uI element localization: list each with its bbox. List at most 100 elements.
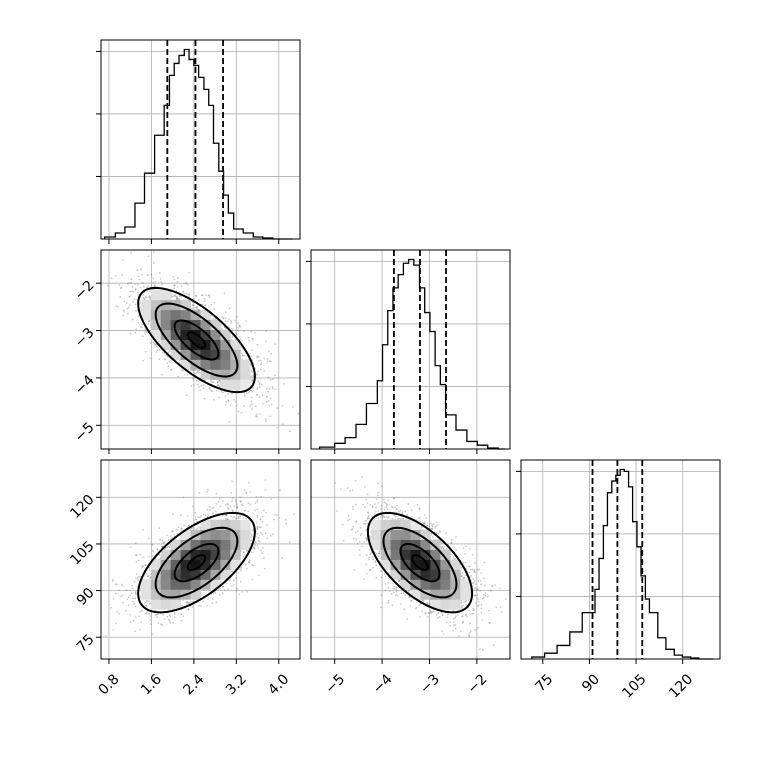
scatter-point (239, 336, 241, 338)
scatter-point (191, 304, 194, 307)
scatter-point (250, 396, 253, 399)
scatter-point (177, 375, 179, 378)
scatter-point (127, 282, 129, 285)
scatter-point (192, 376, 194, 379)
scatter-point (157, 613, 159, 616)
scatter-point (151, 543, 154, 546)
scatter-point (121, 259, 124, 261)
scatter-point (210, 390, 213, 393)
scatter-point (248, 561, 251, 564)
scatter-point (115, 305, 118, 308)
scatter-point (156, 349, 159, 351)
scatter-point (256, 514, 259, 517)
scatter-point (210, 381, 213, 383)
scatter-point (136, 269, 139, 271)
scatter-point (167, 351, 170, 354)
scatter-point (208, 506, 211, 508)
scatter-point (137, 315, 140, 318)
scatter-point (256, 526, 258, 529)
scatter-point (134, 288, 137, 290)
scatter-point (264, 532, 267, 535)
scatter-point (152, 341, 155, 344)
density-cell (160, 319, 172, 330)
scatter-point (223, 292, 226, 295)
scatter-point (130, 592, 133, 595)
scatter-point (254, 502, 257, 504)
scatter-point (251, 370, 253, 373)
scatter-point (162, 614, 164, 616)
scatter-point (173, 616, 176, 619)
scatter-point (218, 384, 221, 387)
scatter-point (203, 397, 206, 400)
scatter-point (130, 281, 133, 284)
scatter-point (236, 506, 239, 509)
scatter-point (178, 295, 181, 297)
scatter-point (265, 340, 267, 343)
scatter-point (269, 415, 271, 418)
density-cell (190, 309, 201, 321)
scatter-point (272, 378, 274, 381)
scatter-point (187, 608, 190, 610)
scatter-point (202, 513, 205, 516)
scatter-point (251, 408, 253, 411)
scatter-point (142, 556, 145, 558)
scatter-point (219, 380, 221, 382)
scatter-point (198, 369, 201, 372)
scatter-point (259, 518, 262, 520)
scatter-point (128, 282, 131, 284)
scatter-point (234, 500, 237, 503)
scatter-point (213, 398, 216, 401)
scatter-point (278, 517, 281, 519)
scatter-point (276, 427, 278, 429)
scatter-point (225, 514, 228, 516)
scatter-point (251, 379, 254, 382)
scatter-point (120, 286, 123, 289)
scatter-point (198, 516, 201, 519)
scatter-point (168, 350, 171, 353)
scatter-point (226, 320, 229, 323)
scatter-point (199, 389, 201, 392)
scatter-point (158, 358, 161, 360)
scatter-point (247, 391, 250, 394)
scatter-point (166, 616, 169, 618)
scatter-point (249, 491, 252, 493)
scatter-point (198, 526, 201, 528)
histogram-line (318, 258, 506, 450)
scatter-point (235, 517, 238, 520)
scatter-point (231, 327, 233, 330)
scatter-point (206, 491, 208, 493)
scatter-point (240, 352, 243, 355)
scatter-point (208, 387, 211, 389)
scatter-point (129, 332, 132, 335)
scatter-point (173, 294, 176, 297)
density-cell (150, 329, 162, 340)
scatter-point (185, 602, 188, 604)
scatter-point (270, 360, 272, 363)
scatter-point (98, 309, 100, 311)
scatter-point (228, 307, 231, 310)
scatter-point (182, 290, 185, 293)
scatter-point (142, 294, 145, 296)
scatter-point (200, 594, 203, 596)
scatter-point (207, 294, 210, 297)
contour-line-2 (154, 302, 239, 378)
scatter-point (152, 550, 155, 553)
scatter-point (216, 381, 219, 383)
scatter-point (256, 343, 259, 346)
scatter-point (130, 251, 132, 254)
scatter-point (147, 322, 150, 325)
scatter-point (268, 350, 270, 353)
scatter-point (135, 577, 138, 580)
scatter-point (281, 405, 284, 407)
scatter-point (256, 501, 258, 503)
scatter-point (171, 513, 174, 516)
scatter-point (196, 306, 199, 308)
scatter-point (239, 496, 242, 499)
scatter-point (233, 398, 235, 401)
scatter-point (148, 569, 151, 571)
scatter-point (129, 546, 132, 549)
scatter-point (230, 491, 233, 494)
scatter-point (167, 618, 170, 621)
scatter-point (127, 604, 130, 607)
scatter-point (129, 613, 132, 616)
